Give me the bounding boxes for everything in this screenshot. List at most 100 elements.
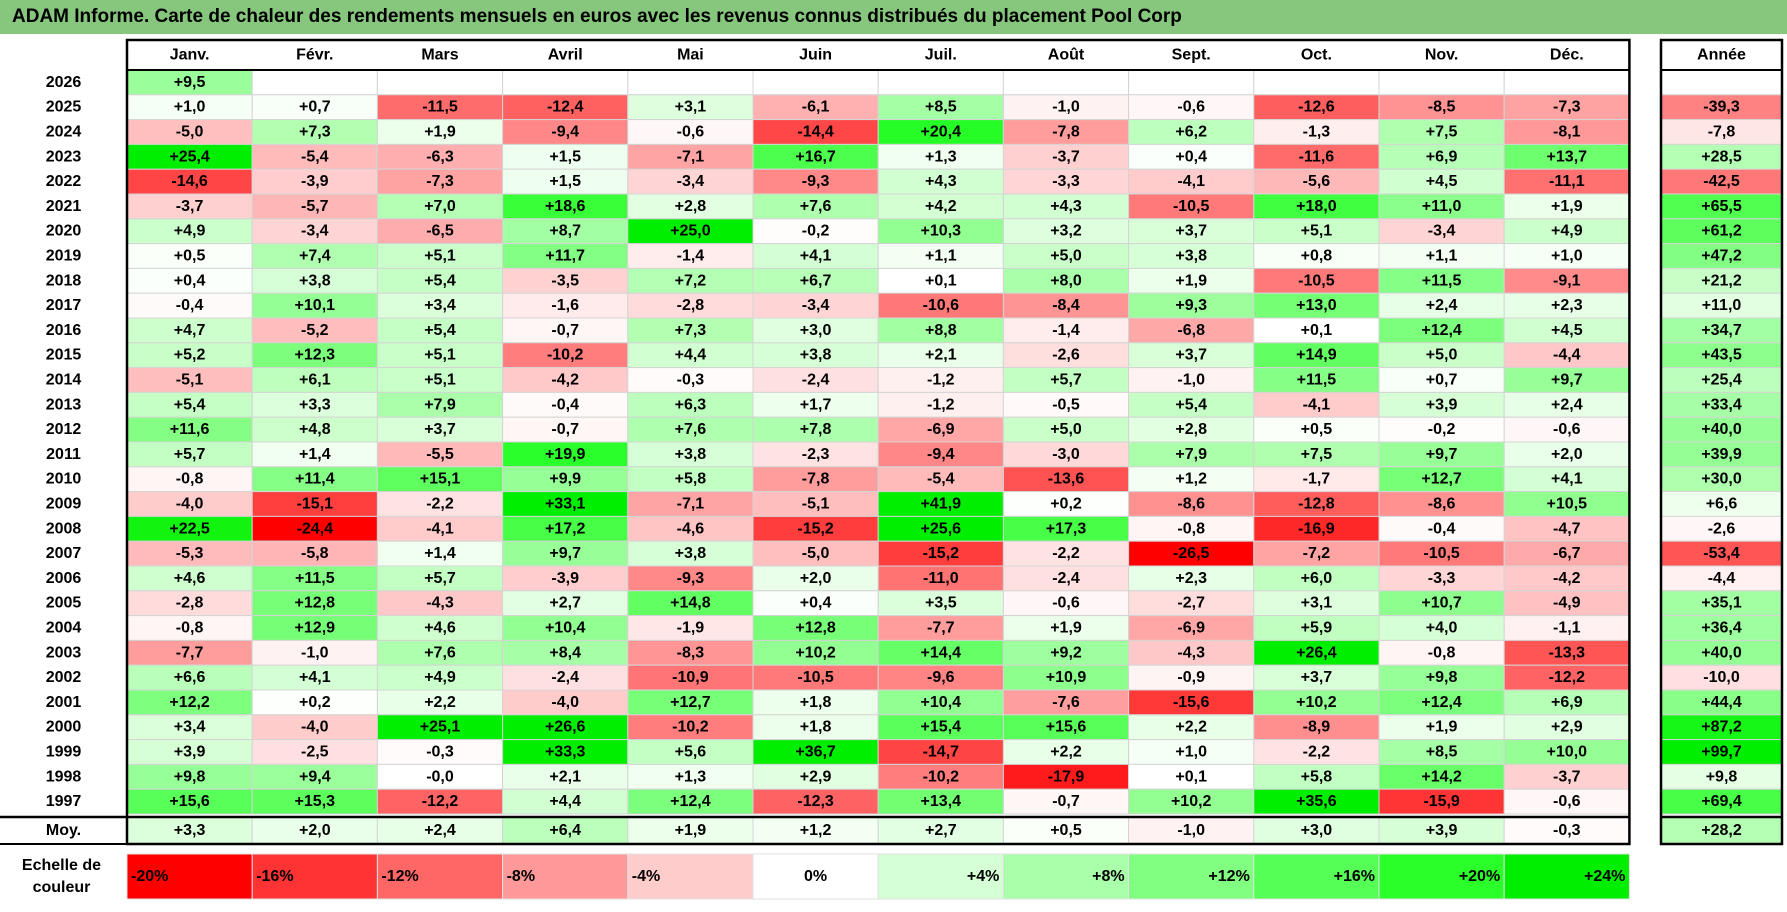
heatmap-cell (1253, 267, 1380, 294)
month-header: Mai (677, 47, 704, 64)
heatmap-cell (752, 342, 879, 369)
cell-value-label: +35,6 (1296, 793, 1337, 810)
heatmap-cell (502, 119, 629, 145)
cell-value-label: -4,4 (1553, 347, 1581, 364)
cell-value-label: +3,4 (424, 297, 456, 314)
heatmap-cell (502, 391, 629, 418)
color-scale-swatch (1253, 853, 1380, 900)
cell-value-label: -0,7 (1052, 793, 1080, 810)
heatmap-cell (502, 193, 629, 220)
cell-value-label: +3,5 (925, 595, 957, 612)
cell-value-label: -5,8 (301, 545, 329, 562)
cell-value-label: +10,9 (1046, 669, 1087, 686)
row-year-label: 2021 (46, 198, 82, 215)
annual-cell (1660, 615, 1783, 641)
heatmap-cell (1002, 466, 1130, 493)
heatmap-cell (126, 639, 253, 666)
cell-value-label: +3,8 (800, 347, 832, 364)
heatmap-cell (1002, 515, 1130, 542)
heatmap-cell (126, 565, 253, 592)
heatmap-cell (1002, 491, 1130, 517)
cell-value-label: +6,2 (1175, 124, 1207, 141)
annual-value-label: +47,2 (1701, 248, 1742, 265)
cell-value-label: -3,9 (301, 173, 329, 190)
cell-value-label: -4,0 (176, 496, 204, 513)
cell-value-label: +5,4 (424, 272, 456, 289)
cell-value-label: -0,4 (1428, 520, 1456, 537)
heatmap-cell (627, 69, 754, 96)
annual-cell (1660, 515, 1783, 542)
heatmap-cell (1128, 218, 1255, 245)
cell-value-label: -14,4 (797, 124, 834, 141)
cell-value-label: -9,3 (802, 173, 830, 190)
cell-value-label: -3,5 (551, 272, 579, 289)
annual-value-label: -10,0 (1703, 669, 1740, 686)
cell-value-label: +3,3 (299, 396, 331, 413)
annual-value-label: +40,0 (1701, 421, 1742, 438)
row-year-label: 2005 (46, 595, 82, 612)
cell-value-label: +2,7 (549, 595, 581, 612)
heatmap-cell (752, 664, 879, 691)
cell-value-label: -0,8 (1428, 644, 1456, 661)
cell-value-label: -9,4 (551, 124, 579, 141)
cell-value-label: +10,4 (921, 694, 962, 711)
average-value-label: +2,4 (424, 822, 456, 839)
cell-value-label: -9,3 (677, 570, 705, 587)
cell-value-label: +6,9 (1426, 148, 1458, 165)
cell-value-label: -4,7 (1553, 520, 1581, 537)
heatmap-cell (376, 739, 504, 765)
heatmap-cell (1253, 515, 1380, 542)
cell-value-label: +0,2 (299, 694, 331, 711)
cell-value-label: +9,4 (299, 768, 331, 785)
cell-value-label: -5,7 (301, 198, 329, 215)
heatmap-cell (1378, 763, 1505, 790)
cell-value-label: -4,0 (551, 694, 579, 711)
heatmap-cell (251, 639, 378, 666)
heatmap-cell (877, 565, 1004, 592)
cell-value-label: +2,2 (1175, 719, 1207, 736)
cell-value-label: -1,0 (1052, 99, 1080, 116)
cell-value-label: +25,6 (921, 520, 962, 537)
cell-value-label: -8,6 (1428, 496, 1456, 513)
row-year-label: 2016 (46, 322, 82, 339)
cell-value-label: +1,9 (1050, 620, 1082, 637)
heatmap-cell (1128, 615, 1255, 641)
heatmap-cell (1002, 565, 1130, 592)
cell-value-label: +2,9 (1551, 719, 1583, 736)
cell-value-label: -0,6 (1553, 793, 1581, 810)
cell-value-label: +0,4 (800, 595, 832, 612)
heatmap-cell (1128, 292, 1255, 319)
cell-value-label: +2,4 (1551, 396, 1583, 413)
cell-value-label: +25,4 (169, 148, 210, 165)
heatmap-cell (1002, 69, 1130, 96)
cell-value-label: +14,2 (1421, 768, 1462, 785)
cell-value-label: +17,2 (545, 520, 586, 537)
heatmap-cell (1503, 193, 1630, 220)
cell-value-label: +3,8 (675, 446, 707, 463)
month-header: Févr. (296, 47, 333, 64)
cell-value-label: +5,0 (1050, 421, 1082, 438)
heatmap-cell (1378, 193, 1505, 220)
annual-cell (1660, 788, 1783, 815)
cell-value-label: -8,5 (1428, 99, 1456, 116)
cell-value-label: -17,9 (1048, 768, 1085, 785)
cell-value-label: +1,3 (925, 148, 957, 165)
average-value-label: +6,4 (549, 822, 581, 839)
heatmap-cell (1253, 416, 1380, 443)
cell-value-label: +18,0 (1296, 198, 1337, 215)
cell-value-label: -0,2 (802, 223, 830, 240)
cell-value-label: +0,4 (1175, 148, 1207, 165)
cell-value-label: -15,2 (797, 520, 834, 537)
cell-value-label: +13,4 (921, 793, 962, 810)
heatmap-cell (1378, 69, 1505, 96)
row-year-label: 2025 (46, 99, 82, 116)
heatmap-cell (251, 391, 378, 418)
heatmap-cell (251, 689, 378, 716)
heatmap-cell (1002, 94, 1130, 121)
cell-value-label: -2,4 (1052, 570, 1080, 587)
heatmap-cell (502, 416, 629, 443)
heatmap-cell (627, 739, 754, 765)
heatmap-cell (376, 441, 504, 468)
cell-value-label: -11,0 (923, 570, 959, 587)
cell-value-label: -0,7 (551, 322, 579, 339)
